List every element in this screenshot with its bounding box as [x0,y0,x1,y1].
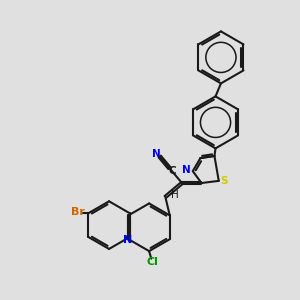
Text: Br: Br [70,207,85,217]
Text: Cl: Cl [146,257,158,267]
Text: N: N [123,235,132,245]
Text: N: N [182,165,191,175]
Text: H: H [171,190,179,200]
Text: S: S [220,176,228,186]
Text: N: N [152,149,161,159]
Text: C: C [169,166,176,176]
